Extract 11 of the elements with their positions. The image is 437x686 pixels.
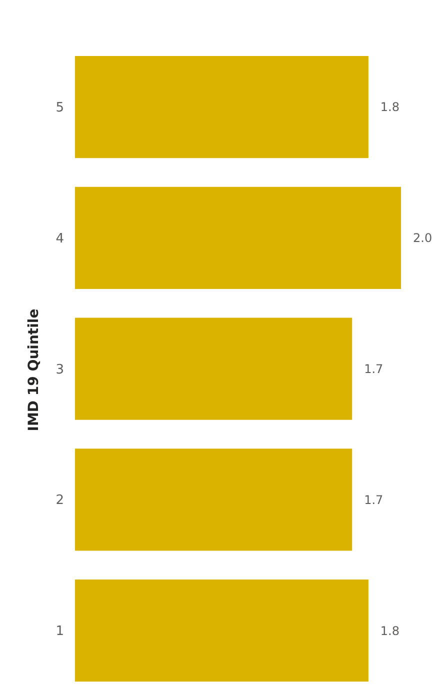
y-tick-label: 2: [56, 493, 64, 508]
data-label: 1.7: [364, 362, 384, 376]
data-label: 2.0: [413, 231, 432, 246]
y-tick-label: 5: [56, 100, 64, 116]
y-tick-label: 3: [56, 362, 64, 378]
data-label: 1.7: [364, 492, 384, 507]
y-tick-label: 4: [56, 231, 64, 246]
y-axis-title: IMD 19 Quintile: [26, 308, 42, 432]
y-tick-label: 1: [56, 624, 64, 640]
data-label: 1.8: [380, 624, 400, 638]
data-label: 1.8: [380, 100, 400, 114]
